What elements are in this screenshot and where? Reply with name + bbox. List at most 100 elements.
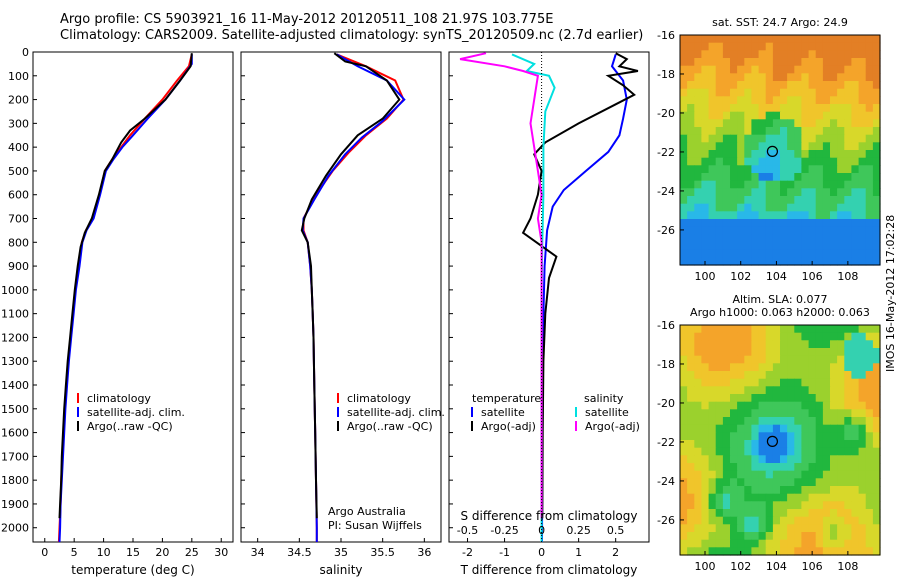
sla-cell <box>822 424 831 433</box>
sla-cell <box>801 386 810 395</box>
sst-cell <box>780 119 788 128</box>
sst-cell <box>744 234 752 243</box>
sla-cell <box>680 493 688 502</box>
sst-cell <box>844 196 852 205</box>
legend-sal-satellite-label: satellite <box>585 406 629 419</box>
sst-cell <box>715 165 724 174</box>
sst-cell <box>708 196 717 205</box>
sst-cell <box>837 88 845 97</box>
sla-cell <box>751 417 760 426</box>
sla-cell <box>808 355 817 364</box>
sla-cell <box>844 470 852 479</box>
sst-cell <box>787 242 795 251</box>
legend-climatology-s-label: climatology <box>347 392 411 405</box>
sla-cell <box>708 363 717 372</box>
legend-sal-argo-label: Argo(-adj) <box>585 420 640 433</box>
sla-cell <box>758 325 767 334</box>
sst-cell <box>808 150 817 159</box>
sla-cell <box>865 371 874 380</box>
sst-cell <box>680 157 688 166</box>
sla-cell <box>772 340 781 349</box>
sst-cell <box>787 42 795 51</box>
sla-cell <box>758 509 767 518</box>
sst-cell <box>694 242 702 251</box>
sst-cell <box>751 150 760 159</box>
sst-cell <box>822 104 831 113</box>
sst-cell <box>830 211 838 220</box>
sst-cell <box>815 211 824 220</box>
sla-cell <box>844 424 852 433</box>
sst-cell <box>737 203 745 212</box>
sla-cell <box>794 340 802 349</box>
sst-cell <box>801 127 810 136</box>
sst-cell <box>687 211 695 220</box>
sst-cell <box>772 234 781 243</box>
sla-cell <box>822 486 831 495</box>
sst-cell <box>687 165 695 174</box>
sst-cell <box>701 104 710 113</box>
sst-cell <box>815 157 824 166</box>
sla-cell <box>822 509 831 518</box>
sst-cell <box>715 249 724 258</box>
sla-cell <box>758 394 767 403</box>
sla-cell <box>801 463 810 472</box>
sst-cell <box>872 211 881 220</box>
sst-lon-tick-label: 102 <box>730 270 751 283</box>
sla-cell <box>837 509 845 518</box>
sst-cell <box>730 88 738 97</box>
sla-cell <box>772 501 781 510</box>
sst-cell <box>737 188 745 197</box>
sla-cell <box>715 463 724 472</box>
sla-cell <box>680 355 688 364</box>
sst-cell <box>765 211 774 220</box>
sla-cell <box>865 394 874 403</box>
sla-cell <box>801 516 810 525</box>
sla-cell <box>787 509 795 518</box>
sst-cell <box>765 111 774 120</box>
sla-cell <box>801 340 810 349</box>
sla-cell <box>694 547 702 556</box>
sst-cell <box>680 96 688 105</box>
sst-cell <box>830 142 838 151</box>
sla-cell <box>837 424 845 433</box>
sst-cell <box>844 134 852 143</box>
sla-cell <box>794 401 802 410</box>
sst-cell <box>708 50 717 59</box>
sst-cell <box>837 165 845 174</box>
sla-cell <box>772 378 781 387</box>
sla-cell <box>851 516 860 525</box>
sst-cell <box>751 81 760 90</box>
sst-cell <box>722 142 731 151</box>
sla-cell <box>787 447 795 456</box>
sla-cell <box>822 493 831 502</box>
sla-cell <box>851 532 860 541</box>
sla-cell <box>822 524 831 533</box>
sla-cell <box>830 417 838 426</box>
sst-cell <box>758 188 767 197</box>
legend-argo-s-label: Argo(..raw -QC) <box>347 420 433 433</box>
sla-cell <box>837 409 845 418</box>
sla-cell <box>758 493 767 502</box>
sst-cell <box>715 127 724 136</box>
sla-cell <box>765 509 774 518</box>
sst-cell <box>744 196 752 205</box>
sla-cell <box>851 493 860 502</box>
sla-cell <box>737 332 745 341</box>
sla-cell <box>815 440 824 449</box>
sst-cell <box>837 142 845 151</box>
sla-cell <box>772 532 781 541</box>
sla-cell <box>851 371 860 380</box>
sst-cell <box>687 58 695 67</box>
series-group <box>300 52 406 542</box>
sla-cell <box>865 509 874 518</box>
sla-cell <box>751 524 760 533</box>
sla-cell <box>687 348 695 357</box>
sst-cell <box>787 35 795 44</box>
sst-cell <box>780 58 788 67</box>
sst-cell <box>801 119 810 128</box>
sla-cell <box>780 363 788 372</box>
sst-cell <box>730 50 738 59</box>
panel-temperature-frame <box>32 51 234 543</box>
sla-cell <box>722 332 731 341</box>
sla-cell <box>801 493 810 502</box>
